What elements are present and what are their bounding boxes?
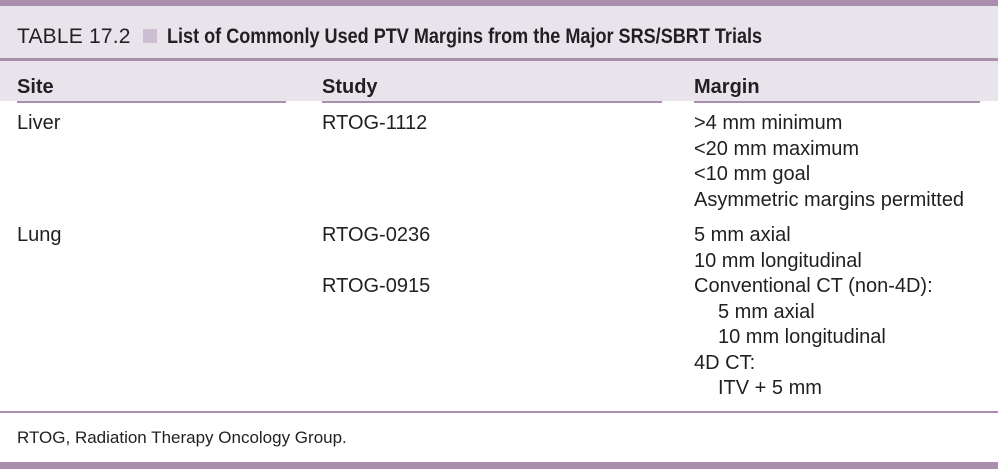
margin-line: Asymmetric margins permitted — [694, 188, 965, 211]
row-2-margin: 5 mm axial 10 mm longitudinal — [694, 223, 862, 274]
row-2-site: Lung — [17, 224, 62, 246]
title-square-icon — [142, 29, 157, 43]
header-margin: Margin — [694, 76, 760, 98]
row-1-study: RTOG-1112 — [322, 112, 428, 134]
row-2-study: RTOG-0236 — [322, 224, 431, 246]
header-underline-site — [17, 101, 286, 103]
margin-line: <20 mm maximum — [694, 137, 860, 160]
row-1-margin: >4 mm minimum <20 mm maximum <10 mm goal… — [694, 111, 964, 213]
margin-line: 10 mm longitudinal — [694, 249, 862, 272]
margin-line: 5 mm axial — [694, 224, 791, 246]
margin-line: 5 mm axial — [718, 300, 815, 323]
row-3-study: RTOG-0915 — [322, 275, 431, 297]
header-underline-margin — [694, 101, 980, 103]
table-number: TABLE 17.2 — [17, 25, 131, 48]
margin-line: 10 mm longitudinal — [718, 326, 886, 348]
margin-line: Conventional CT (non-4D): — [694, 275, 933, 297]
title-band: TABLE 17.2 List of Commonly Used PTV Marg… — [0, 6, 998, 58]
table-caption: TABLE 17.2 List of Commonly Used PTV Marg… — [17, 25, 859, 49]
table-footnote: RTOG, Radiation Therapy Oncology Group. — [17, 428, 347, 447]
title-rule — [0, 58, 998, 61]
margin-line: ITV + 5 mm — [718, 377, 822, 399]
bottom-rule — [0, 462, 998, 469]
footer-rule — [0, 411, 998, 413]
table-title: List of Commonly Used PTV Margins from t… — [166, 25, 762, 48]
header-study: Study — [322, 76, 378, 98]
margin-line: 4D CT: — [694, 351, 756, 374]
header-site: Site — [17, 76, 54, 98]
header-row — [0, 61, 998, 101]
margin-line: <10 mm goal — [694, 163, 811, 185]
margin-line: >4 mm minimum — [694, 112, 843, 134]
row-1-site: Liver — [17, 112, 61, 134]
top-rule — [0, 0, 998, 6]
header-underline-study — [322, 101, 662, 103]
row-3-margin: Conventional CT (non-4D): 5 mm axial 10 … — [694, 274, 933, 402]
